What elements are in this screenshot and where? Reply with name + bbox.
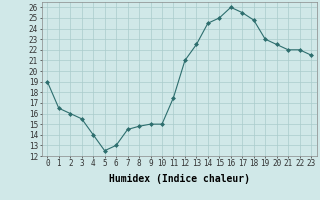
X-axis label: Humidex (Indice chaleur): Humidex (Indice chaleur) [109, 174, 250, 184]
